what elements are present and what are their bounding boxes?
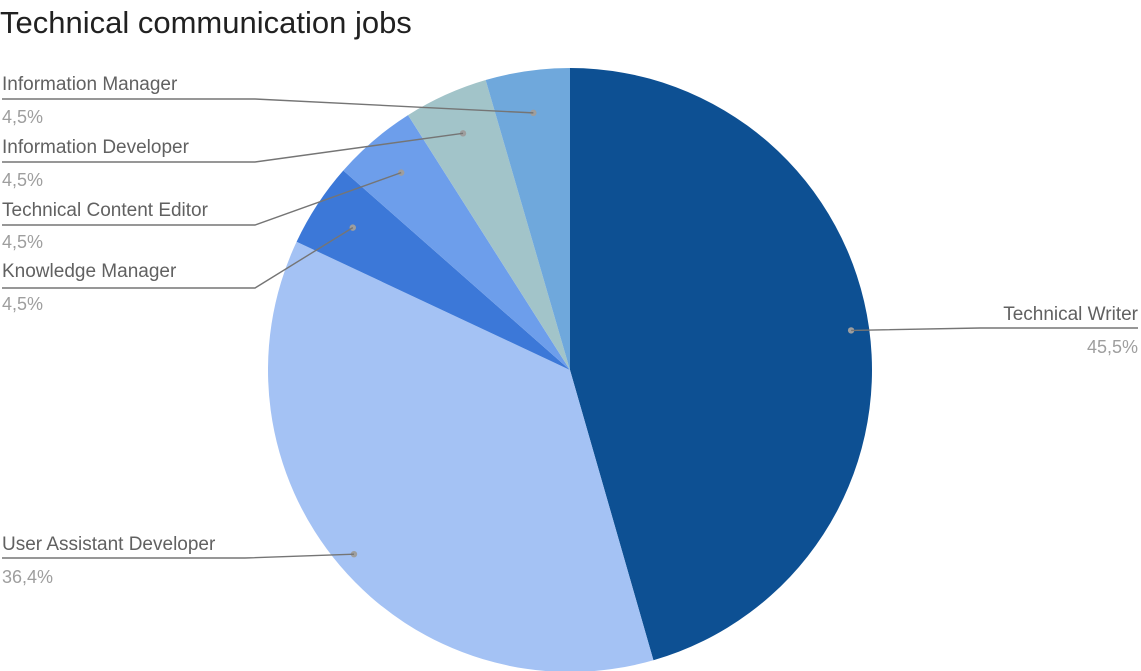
pie-slice-technical-content-editor (343, 115, 570, 370)
slice-label: Information Manager (2, 74, 178, 95)
pie-slice-knowledge-manager (296, 170, 570, 370)
pie-slice-user-assistant-developer (268, 241, 654, 671)
pie-slice-information-developer (408, 80, 570, 370)
leader-lines (2, 98, 1138, 559)
slice-percent-label: 4,5% (2, 107, 43, 127)
slice-percent-label: 4,5% (2, 294, 43, 314)
pie-slice-information-manager (485, 68, 570, 370)
slice-percent-label: 4,5% (2, 232, 43, 252)
slice-label: User Assistant Developer (2, 534, 216, 555)
leader-line (2, 227, 354, 289)
leader-line (2, 132, 464, 163)
slice-percent-label: 36,4% (2, 567, 53, 587)
leader-line (2, 98, 534, 114)
slice-percent-label: 45,5% (1087, 337, 1138, 357)
pie-slice-technical-writer (570, 68, 872, 661)
leader-line (2, 553, 355, 559)
leader-line (851, 327, 1138, 332)
slice-labels: Technical Writer 45,5% User Assistant Deve… (2, 74, 1139, 587)
slice-label: Technical Content Editor (2, 200, 209, 221)
slice-percent-label: 4,5% (2, 170, 43, 190)
slice-label: Knowledge Manager (2, 261, 177, 282)
slice-label: Technical Writer (1003, 304, 1138, 325)
chart-title: Technical communication jobs (0, 5, 412, 40)
slice-label: Information Developer (2, 137, 190, 158)
pie-slices (268, 68, 872, 671)
leader-line (2, 171, 402, 226)
